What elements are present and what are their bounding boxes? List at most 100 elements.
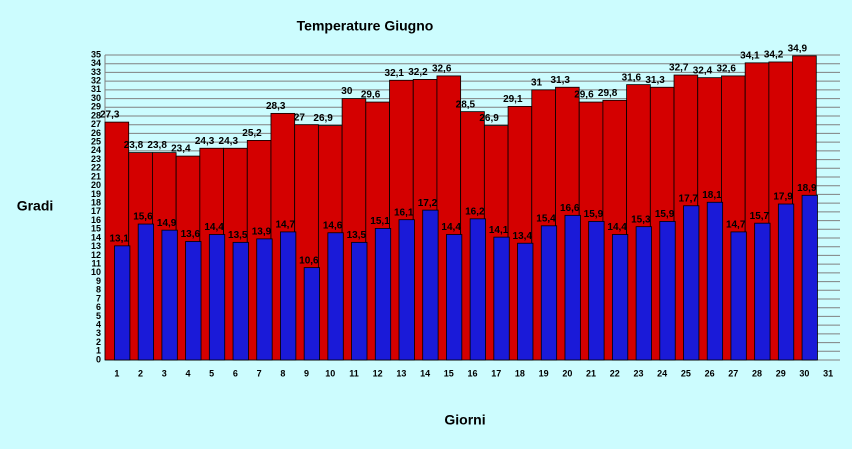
data-label: 14,1 <box>489 225 509 236</box>
data-label: 32,1 <box>385 68 405 79</box>
y-tick-label: 8 <box>96 285 101 295</box>
data-label: 15,4 <box>536 213 556 224</box>
bar <box>517 242 534 361</box>
bar <box>588 221 605 361</box>
y-axis-label: Gradi <box>17 198 54 214</box>
data-label: 26,9 <box>479 113 499 124</box>
x-tick-label: 23 <box>633 368 643 378</box>
data-label: 29,6 <box>361 90 381 101</box>
bar <box>683 205 700 361</box>
x-tick-label: 3 <box>162 368 167 378</box>
y-tick-label: 26 <box>91 128 101 138</box>
x-tick-label: 16 <box>467 368 477 378</box>
data-label: 13,5 <box>347 230 367 241</box>
x-tick-label: 25 <box>681 368 691 378</box>
x-tick-label: 9 <box>304 368 309 378</box>
y-tick-label: 33 <box>91 67 101 77</box>
data-label: 32,6 <box>432 64 452 75</box>
data-label: 31,3 <box>645 75 665 86</box>
y-tick-label: 20 <box>91 180 101 190</box>
x-tick-label: 31 <box>823 368 833 378</box>
y-tick-label: 17 <box>91 206 101 216</box>
data-label: 18,9 <box>797 183 817 194</box>
data-label: 27,3 <box>100 110 120 121</box>
x-tick-label: 22 <box>610 368 620 378</box>
y-tick-label: 10 <box>91 267 101 277</box>
x-tick-label: 13 <box>396 368 406 378</box>
data-label: 14,6 <box>323 220 343 231</box>
bar <box>185 241 202 361</box>
chart-title: Temperature Giugno <box>297 18 434 34</box>
bar <box>730 231 747 361</box>
data-label: 34,1 <box>740 50 760 61</box>
y-tick-label: 29 <box>91 102 101 112</box>
data-label: 15,9 <box>584 209 604 220</box>
bar <box>351 241 368 361</box>
bar <box>801 194 818 361</box>
data-label: 10,6 <box>299 255 319 266</box>
bar <box>564 214 581 361</box>
x-tick-label: 24 <box>657 368 667 378</box>
x-tick-label: 26 <box>705 368 715 378</box>
data-label: 31,6 <box>622 72 642 83</box>
y-tick-label: 18 <box>91 198 101 208</box>
y-tick-label: 35 <box>91 49 101 59</box>
bar <box>327 232 344 361</box>
bar <box>161 229 178 361</box>
y-tick-label: 9 <box>96 276 101 286</box>
data-label: 13,1 <box>109 233 129 244</box>
data-label: 14,4 <box>204 222 224 233</box>
data-label: 16,2 <box>465 206 485 217</box>
x-tick-label: 14 <box>420 368 430 378</box>
bar <box>303 267 320 361</box>
y-tick-label: 5 <box>96 311 101 321</box>
y-tick-label: 7 <box>96 293 101 303</box>
bar <box>208 234 226 361</box>
y-tick-label: 32 <box>91 76 101 86</box>
x-tick-label: 5 <box>209 368 214 378</box>
y-tick-label: 25 <box>91 137 101 147</box>
x-tick-label: 18 <box>515 368 525 378</box>
data-label: 16,6 <box>560 203 580 214</box>
y-tick-label: 0 <box>96 354 101 364</box>
bar <box>374 228 392 361</box>
x-tick-label: 6 <box>233 368 238 378</box>
y-tick-label: 34 <box>91 58 101 68</box>
y-tick-label: 6 <box>96 302 101 312</box>
data-label: 15,9 <box>655 209 675 220</box>
y-tick-label: 24 <box>91 145 101 155</box>
y-tick-label: 11 <box>91 259 101 269</box>
y-tick-label: 21 <box>91 171 101 181</box>
data-label: 14,9 <box>157 218 177 229</box>
data-label: 16,1 <box>394 207 414 218</box>
bar <box>256 238 273 361</box>
x-tick-label: 1 <box>114 368 119 378</box>
y-tick-label: 16 <box>91 215 101 225</box>
x-tick-label: 12 <box>373 368 383 378</box>
bar <box>398 219 415 361</box>
data-label: 24,3 <box>219 136 239 147</box>
bar <box>137 223 155 361</box>
x-tick-label: 8 <box>280 368 285 378</box>
bar <box>777 203 795 361</box>
x-tick-label: 21 <box>586 368 596 378</box>
y-tick-label: 27 <box>91 119 101 129</box>
x-tick-label: 4 <box>185 368 190 378</box>
y-tick-label: 23 <box>91 154 101 164</box>
data-label: 28,3 <box>266 101 286 112</box>
bar <box>540 225 558 361</box>
bar <box>706 201 724 361</box>
x-tick-label: 11 <box>349 368 359 378</box>
data-label: 30 <box>341 86 353 97</box>
x-tick-label: 27 <box>728 368 738 378</box>
data-label: 18,1 <box>702 190 722 201</box>
x-tick-label: 10 <box>325 368 335 378</box>
y-tick-label: 31 <box>91 84 101 94</box>
data-label: 32,7 <box>669 63 689 74</box>
x-tick-label: 17 <box>491 368 501 378</box>
data-label: 17,7 <box>679 193 699 204</box>
bar <box>469 218 486 361</box>
data-label: 13,6 <box>181 229 201 240</box>
data-label: 17,2 <box>418 198 438 209</box>
